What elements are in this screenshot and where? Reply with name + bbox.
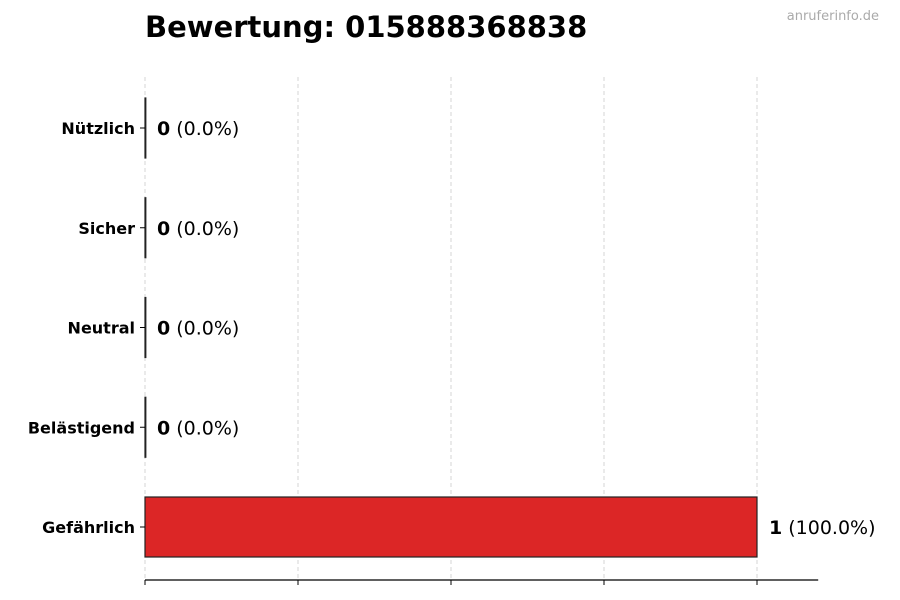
bar-sicher (144, 197, 147, 259)
bar-belästigend (144, 396, 147, 458)
data-label-percent: (100.0%) (788, 517, 875, 539)
y-tick-label: Neutral (68, 319, 135, 338)
data-label-count: 0 (157, 118, 170, 140)
data-label-percent: (0.0%) (176, 318, 239, 340)
data-label-percent: (0.0%) (176, 118, 239, 140)
data-label-count: 0 (157, 318, 170, 340)
watermark: anruferinfo.de (786, 9, 879, 24)
data-label: 1 (100.0%) (769, 517, 876, 539)
chart-title: Bewertung: 015888368838 (145, 10, 588, 44)
data-label: 0 (0.0%) (157, 118, 239, 140)
bar-gefährlich (144, 496, 758, 558)
y-tick-label: Belästigend (28, 418, 135, 437)
y-tick-label: Sicher (78, 219, 135, 238)
y-tick-label: Gefährlich (42, 518, 135, 537)
y-tick-label: Nützlich (61, 119, 135, 138)
data-label: 0 (0.0%) (157, 417, 239, 439)
data-label-percent: (0.0%) (176, 218, 239, 240)
data-label: 0 (0.0%) (157, 218, 239, 240)
data-label-count: 0 (157, 417, 170, 439)
data-label: 0 (0.0%) (157, 318, 239, 340)
bar-nützlich (144, 97, 147, 159)
data-label-percent: (0.0%) (176, 417, 239, 439)
bar-neutral (144, 296, 147, 359)
data-label-count: 1 (769, 517, 782, 539)
data-label-count: 0 (157, 218, 170, 240)
